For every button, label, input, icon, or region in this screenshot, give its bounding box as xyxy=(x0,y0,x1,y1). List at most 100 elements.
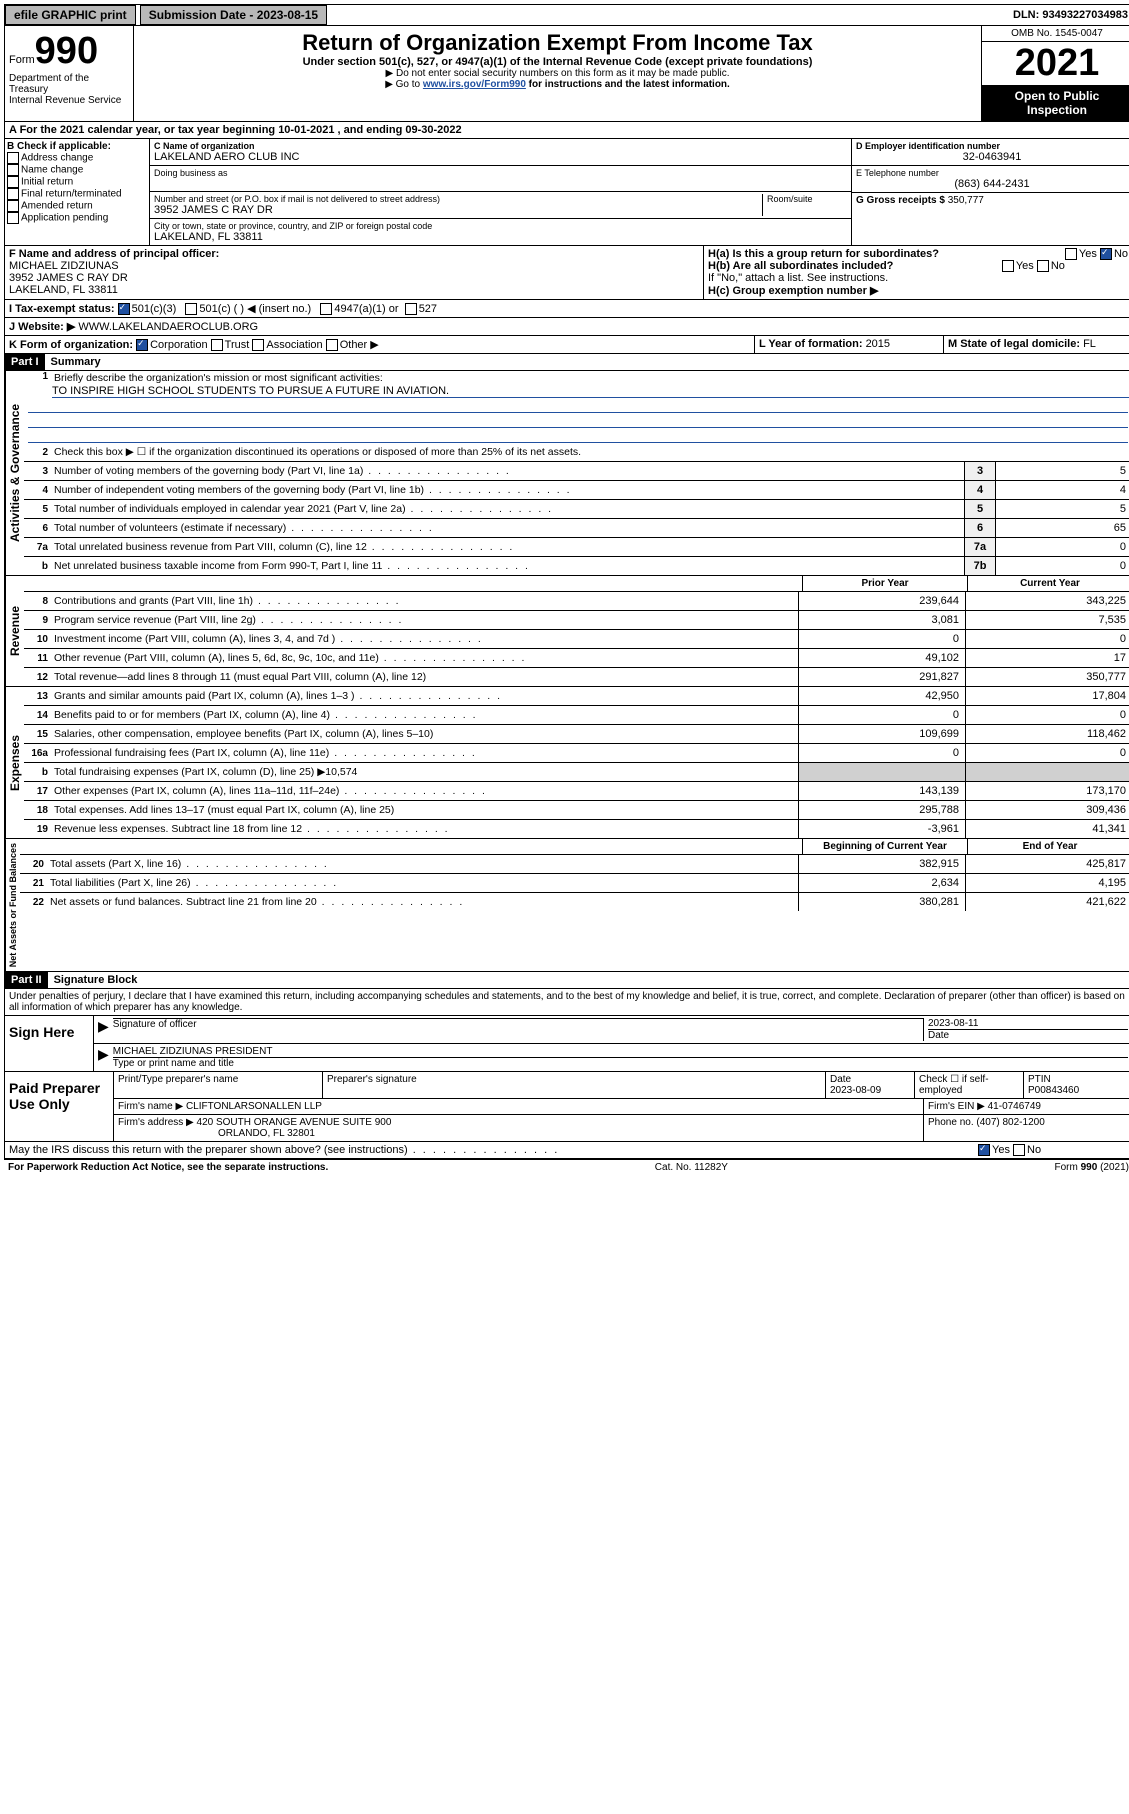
gross-cell: G Gross receipts $ 350,777 xyxy=(852,193,1129,208)
c-checkbox[interactable] xyxy=(185,303,197,315)
l20-prior: 382,915 xyxy=(798,855,965,873)
column-b: B Check if applicable: Address change Na… xyxy=(5,139,150,245)
hb-no-checkbox[interactable] xyxy=(1037,260,1049,272)
l8-text: Contributions and grants (Part VIII, lin… xyxy=(52,594,798,608)
other-checkbox[interactable] xyxy=(326,339,338,351)
l4-text: Number of independent voting members of … xyxy=(52,483,964,497)
submission-date-button[interactable]: Submission Date - 2023-08-15 xyxy=(140,5,327,25)
part-1-header: Part I Summary xyxy=(4,354,1129,371)
prior-year-hdr: Prior Year xyxy=(802,576,967,591)
phone-label: E Telephone number xyxy=(856,168,1128,178)
part-1-title: Summary xyxy=(45,354,107,370)
trust-checkbox[interactable] xyxy=(211,339,223,351)
l10-num: 10 xyxy=(24,634,52,645)
net-body: Beginning of Current Year End of Year 20… xyxy=(20,839,1129,971)
l1-num: 1 xyxy=(24,371,52,385)
c3-label: 501(c)(3) xyxy=(132,303,177,315)
form-ref: Form 990 (2021) xyxy=(1055,1162,1129,1173)
firm-ein-label: Firm's EIN ▶ xyxy=(928,1101,985,1112)
corp-label: Corporation xyxy=(150,339,207,351)
l11-num: 11 xyxy=(24,653,52,664)
l9-num: 9 xyxy=(24,615,52,626)
domicile-label: M State of legal domicile: xyxy=(948,338,1083,350)
checkbox-pending[interactable] xyxy=(7,212,19,224)
ha-yes-checkbox[interactable] xyxy=(1065,248,1077,260)
l11-prior: 49,102 xyxy=(798,649,965,667)
instr-link: ▶ Go to www.irs.gov/Form990 for instruct… xyxy=(138,79,977,90)
gov-vert-label: Activities & Governance xyxy=(5,371,24,575)
a1-label: 4947(a)(1) or xyxy=(334,303,398,315)
l21-num: 21 xyxy=(20,878,48,889)
checkbox-amended[interactable] xyxy=(7,200,19,212)
l12-prior: 291,827 xyxy=(798,668,965,686)
ein-cell: D Employer identification number 32-0463… xyxy=(852,139,1129,166)
l14-text: Benefits paid to or for members (Part IX… xyxy=(52,708,798,722)
c3-checkbox[interactable] xyxy=(118,303,130,315)
checkbox-final[interactable] xyxy=(7,188,19,200)
assoc-label: Association xyxy=(266,339,322,351)
l16b-pre: Total fundraising expenses (Part IX, col… xyxy=(54,766,325,778)
yearform-label: L Year of formation: xyxy=(759,338,866,350)
checkbox-name[interactable] xyxy=(7,164,19,176)
b-opt-pending: Application pending xyxy=(7,212,147,224)
ha-row: H(a) Is this a group return for subordin… xyxy=(708,248,1128,260)
checkbox-address[interactable] xyxy=(7,152,19,164)
opt-amended: Amended return xyxy=(21,201,93,212)
hb-yes: Yes xyxy=(1016,260,1034,272)
l7a-num: 7a xyxy=(24,542,52,553)
c-label: 501(c) ( ) ◀ (insert no.) xyxy=(199,303,311,315)
s527-label: 527 xyxy=(419,303,437,315)
tax-status-label: I Tax-exempt status: xyxy=(9,303,115,315)
hb-no: No xyxy=(1051,260,1065,272)
l10-prior: 0 xyxy=(798,630,965,648)
part-2-title: Signature Block xyxy=(48,972,144,988)
corp-checkbox[interactable] xyxy=(136,339,148,351)
l7a-val: 0 xyxy=(995,538,1129,556)
ha-no-checkbox[interactable] xyxy=(1100,248,1112,260)
website-cell: J Website: ▶ WWW.LAKELANDAEROCLUB.ORG xyxy=(5,318,1129,335)
assoc-checkbox[interactable] xyxy=(252,339,264,351)
checkbox-initial[interactable] xyxy=(7,176,19,188)
l16b-val: 10,574 xyxy=(325,766,357,778)
firm-ein-value: 41-0746749 xyxy=(988,1101,1041,1112)
submission-date: 2023-08-15 xyxy=(257,8,318,22)
l5-num: 5 xyxy=(24,504,52,515)
s527-checkbox[interactable] xyxy=(405,303,417,315)
l21-prior: 2,634 xyxy=(798,874,965,892)
rev-vert-label: Revenue xyxy=(5,576,24,686)
l15-text: Salaries, other compensation, employee b… xyxy=(52,727,798,741)
gov-section: Activities & Governance 1Briefly describ… xyxy=(4,371,1129,576)
discuss-yes-checkbox[interactable] xyxy=(978,1144,990,1156)
l14-num: 14 xyxy=(24,710,52,721)
l22-prior: 380,281 xyxy=(798,893,965,911)
website-row: J Website: ▶ WWW.LAKELANDAEROCLUB.ORG xyxy=(4,318,1129,336)
hb-note: If "No," attach a list. See instructions… xyxy=(708,272,1128,284)
l19-prior: -3,961 xyxy=(798,820,965,838)
instr-ssn: ▶ Do not enter social security numbers o… xyxy=(138,68,977,79)
klm-row: K Form of organization: Corporation Trus… xyxy=(4,336,1129,354)
a1-checkbox[interactable] xyxy=(320,303,332,315)
submission-label: Submission Date - xyxy=(149,8,257,22)
city-value: LAKELAND, FL 33811 xyxy=(154,231,847,243)
l15-prior: 109,699 xyxy=(798,725,965,743)
hc-label: H(c) Group exemption number ▶ xyxy=(708,284,1128,297)
l5-val: 5 xyxy=(995,500,1129,518)
column-right: D Employer identification number 32-0463… xyxy=(851,139,1129,245)
mission-line-3 xyxy=(28,428,1128,443)
opt-pending: Application pending xyxy=(21,213,108,224)
signature-block: Under penalties of perjury, I declare th… xyxy=(4,989,1129,1072)
efile-button[interactable]: efile GRAPHIC print xyxy=(5,5,136,25)
discuss-no-checkbox[interactable] xyxy=(1013,1144,1025,1156)
l8-num: 8 xyxy=(24,596,52,607)
l18-text: Total expenses. Add lines 13–17 (must eq… xyxy=(52,803,798,817)
l17-curr: 173,170 xyxy=(965,782,1129,800)
street-value: 3952 JAMES C RAY DR xyxy=(154,204,762,216)
mission-line-1 xyxy=(28,398,1128,413)
l22-text: Net assets or fund balances. Subtract li… xyxy=(48,895,798,909)
preparer-body: Print/Type preparer's name Preparer's si… xyxy=(114,1072,1129,1141)
irs-link[interactable]: www.irs.gov/Form990 xyxy=(423,79,526,90)
l21-text: Total liabilities (Part X, line 26) xyxy=(48,876,798,890)
l12-curr: 350,777 xyxy=(965,668,1129,686)
hb-yes-checkbox[interactable] xyxy=(1002,260,1014,272)
tax-year: 2021 xyxy=(982,42,1129,85)
